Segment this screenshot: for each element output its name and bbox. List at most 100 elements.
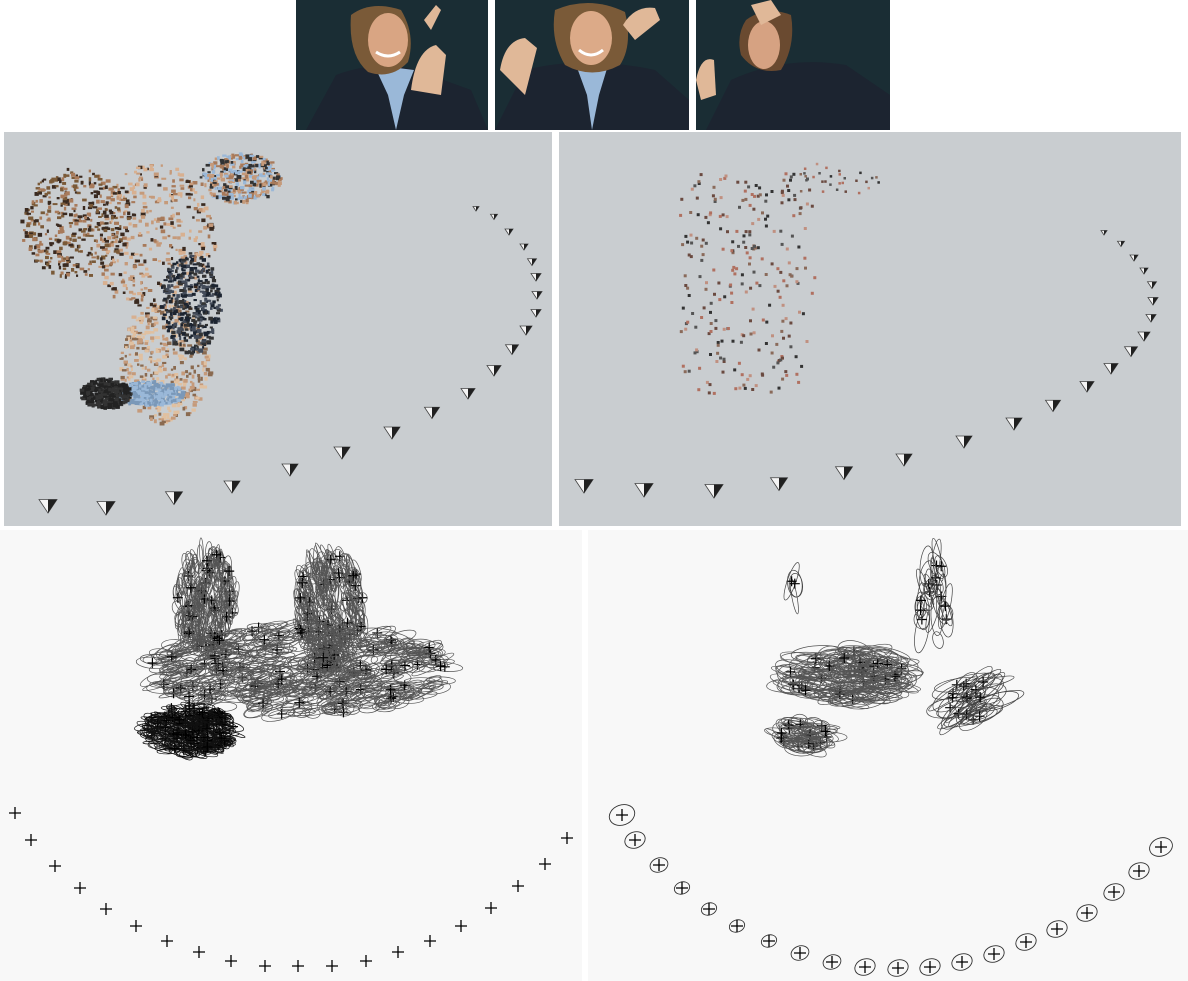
point [44,233,48,236]
point [128,298,133,301]
point-marker [325,554,336,565]
point [180,232,185,237]
point [59,179,62,184]
point [730,249,734,253]
point [111,287,114,291]
point [85,233,90,237]
point [812,175,815,179]
point [170,225,174,227]
point [742,383,746,387]
point [84,228,88,231]
point [123,383,126,387]
uncertainty-ellipse [357,592,368,604]
point [90,393,94,396]
point [707,391,711,395]
point [258,156,263,160]
point [74,219,80,222]
point [215,318,221,323]
point [245,177,250,182]
point [753,194,756,198]
point [101,388,106,392]
point [110,261,113,266]
point [110,228,115,232]
uncertainty-ellipse [169,634,202,653]
point [269,164,272,168]
point-marker [189,703,200,714]
point [735,267,739,271]
point [101,383,106,388]
point [174,305,179,308]
point [171,316,174,319]
point [178,273,183,278]
point [132,224,138,228]
camera-glyph [1005,417,1023,431]
point [870,176,874,180]
point [209,302,213,305]
uncertainty-ellipse [829,684,859,704]
uncertainty-ellipse [152,732,170,741]
uncertainty-ellipse [426,676,456,685]
uncertainty-ellipse [353,606,365,637]
point [733,368,737,372]
point [149,331,155,334]
point [686,320,690,324]
point [38,222,41,226]
uncertainty-ellipse [216,589,224,603]
uncertainty-ellipse [252,642,285,664]
point [171,185,176,188]
point [181,332,186,336]
point [117,207,121,211]
point [139,385,144,389]
point [61,255,64,260]
point [180,312,185,316]
point [133,381,139,385]
point [169,398,174,401]
point [124,190,129,194]
point [72,232,77,235]
point [105,201,109,204]
point [124,251,129,255]
point [140,288,144,291]
point [82,198,87,202]
uncertainty-ellipse [203,568,213,585]
point [178,248,183,253]
point [211,293,214,297]
point-marker [221,611,232,622]
point [91,260,96,263]
point [51,177,56,180]
point [209,326,213,329]
point [712,185,716,189]
point [198,285,201,288]
input-photo-3 [696,0,890,130]
point [690,241,694,245]
point [110,187,114,191]
uncertainty-ellipse [336,627,364,634]
point [227,190,231,195]
point [181,269,186,272]
point [784,172,788,176]
point [808,188,812,192]
point [171,392,176,395]
point [103,382,109,386]
point [140,364,144,367]
point [689,233,693,237]
point [190,257,195,262]
point [100,237,103,241]
point [777,359,781,362]
point-marker [318,652,329,663]
point [145,267,149,271]
point [134,170,137,174]
point [116,394,119,398]
point [701,238,705,242]
point [91,403,97,407]
point [702,306,706,310]
point [148,357,153,361]
point [167,325,172,330]
point [41,266,46,270]
point [121,357,124,360]
point [164,309,168,312]
point [232,164,236,169]
point [713,292,716,296]
point [686,240,690,244]
uncertainty-ellipse [189,648,224,656]
